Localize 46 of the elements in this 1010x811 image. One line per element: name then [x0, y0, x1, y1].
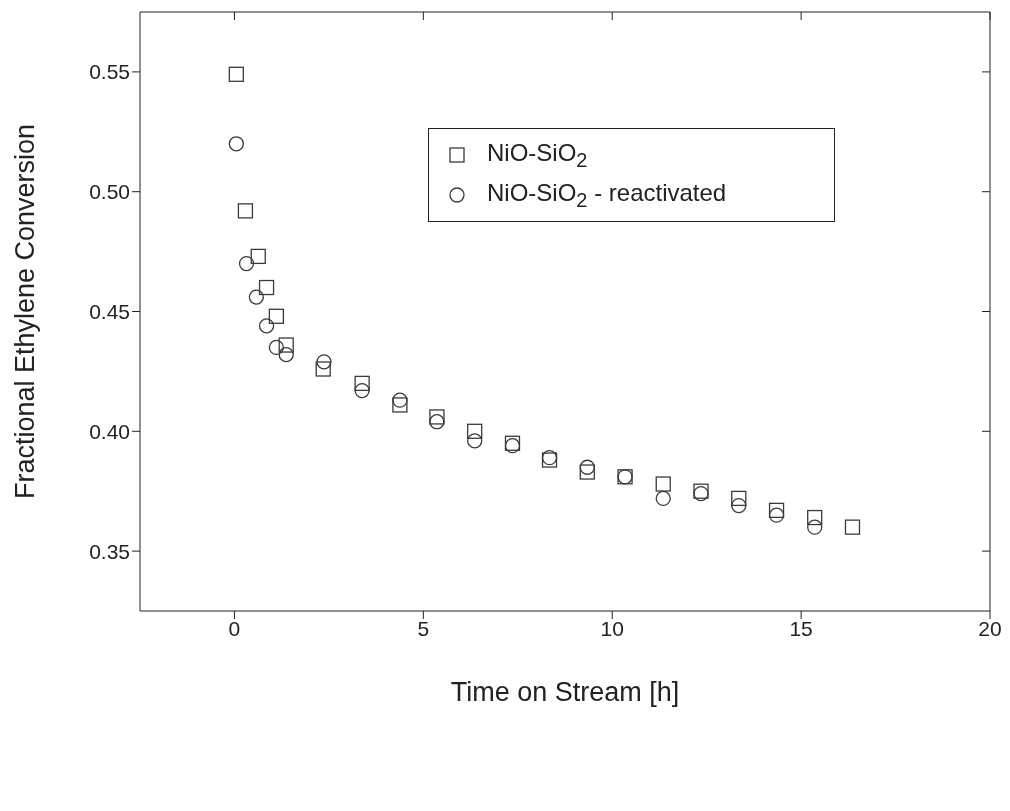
x-tick-label: 5 [417, 616, 430, 640]
point [467, 433, 483, 449]
y-axis-title: Fractional Ethylene Conversion [9, 123, 40, 500]
point [579, 464, 595, 480]
point [844, 519, 861, 535]
point [268, 308, 285, 324]
y-tick-label: 0.45 [89, 299, 130, 323]
legend-label: NiO-SiO$_{2}$ - reactivated [487, 178, 727, 212]
x-tick-label: 10 [600, 616, 624, 640]
point [807, 509, 823, 526]
point [354, 382, 370, 399]
point [250, 248, 266, 265]
point [768, 502, 785, 519]
x-tick-label: 20 [978, 616, 1002, 640]
point [655, 476, 671, 492]
point [392, 397, 408, 413]
y-tick-label: 0.55 [89, 60, 130, 84]
point [579, 459, 595, 475]
point [258, 318, 275, 334]
y-tick-label: 0.50 [89, 180, 130, 204]
point [467, 423, 483, 439]
point [315, 361, 331, 377]
point [731, 497, 747, 514]
x-tick-label: 0 [228, 616, 241, 640]
point [429, 409, 445, 425]
y-tick-label: 0.35 [89, 539, 130, 563]
point [392, 392, 408, 408]
y-tick-label: 0.40 [89, 419, 130, 443]
point [258, 279, 275, 296]
x-tick-label: 15 [789, 616, 813, 640]
point [248, 289, 265, 305]
x-axis-title: Time on Stream [h] [450, 677, 680, 707]
legend-label: NiO-SiO$_{2}$ [487, 138, 588, 172]
point [655, 490, 671, 507]
point [228, 136, 244, 152]
point [354, 375, 370, 392]
point [228, 66, 244, 82]
point [316, 354, 332, 370]
point [278, 337, 294, 353]
point [268, 339, 285, 356]
point [429, 414, 445, 430]
point [238, 255, 255, 272]
point [237, 203, 254, 219]
point [807, 519, 823, 535]
point [278, 346, 294, 363]
point [731, 490, 747, 507]
